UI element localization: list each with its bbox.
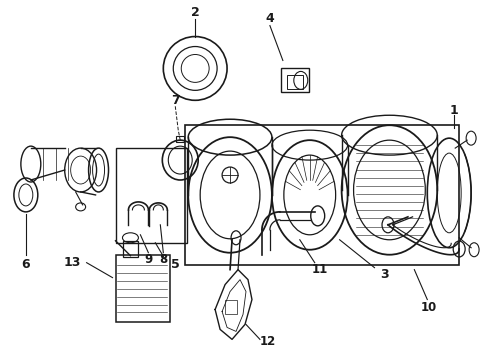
Bar [185, 125, 459, 265]
Text: 5: 5 [171, 258, 180, 271]
Text: 1: 1 [450, 104, 459, 117]
Bar [176, 136, 184, 142]
Polygon shape [225, 300, 237, 315]
Text: 3: 3 [380, 268, 389, 281]
Bar [225, 300, 237, 315]
Bar [123, 241, 138, 257]
Text: 6: 6 [22, 258, 30, 271]
Text: 4: 4 [266, 12, 274, 25]
Text: 9: 9 [144, 253, 152, 266]
Text: 7: 7 [171, 94, 180, 107]
Bar [287, 75, 303, 89]
Text: 12: 12 [260, 335, 276, 348]
Bar [116, 148, 187, 243]
Text: 2: 2 [191, 6, 199, 19]
Text: 8: 8 [159, 253, 168, 266]
Text: 13: 13 [64, 256, 81, 269]
Text: 10: 10 [421, 301, 438, 314]
Bar [281, 68, 309, 92]
Text: 11: 11 [312, 263, 328, 276]
Bar [116, 255, 171, 323]
